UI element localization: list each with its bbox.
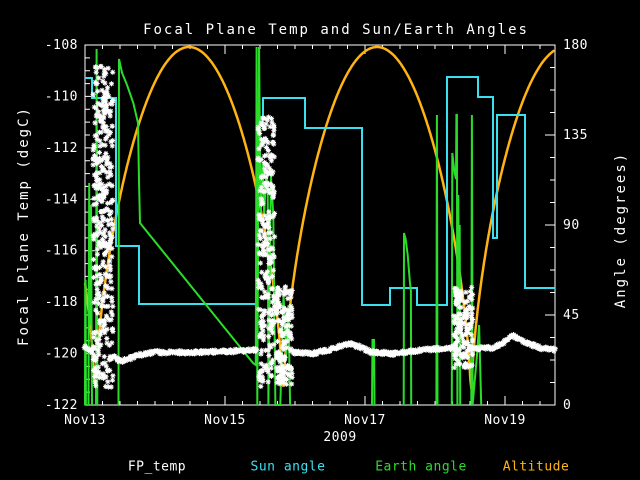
svg-text:-120: -120: [45, 347, 78, 362]
y-left-axis-title: Focal Plane Temp (degC): [16, 106, 32, 346]
y-right-axis-title: Angle (degrees): [613, 151, 629, 309]
svg-text:-110: -110: [45, 89, 78, 104]
svg-text:90: 90: [563, 218, 580, 233]
svg-text:-116: -116: [45, 244, 78, 259]
fp-temp-series: [81, 63, 558, 390]
altitude-series: [83, 45, 556, 390]
svg-text:45: 45: [563, 308, 580, 323]
sun-angle-series: [85, 76, 555, 306]
svg-text:180: 180: [563, 38, 588, 53]
x-tick-label-nov17: Nov17: [344, 413, 386, 428]
svg-text:-112: -112: [45, 141, 78, 156]
svg-text:-118: -118: [45, 295, 78, 310]
x-tick-label-nov13: Nov13: [64, 413, 106, 428]
legend-item-fp-temp: FP_temp: [127, 459, 187, 475]
x-tick-label-nov19: Nov19: [484, 413, 526, 428]
legend-item-altitude: Altitude: [502, 459, 570, 475]
svg-text:135: 135: [563, 128, 588, 143]
legend-item-sun-angle: Sun angle: [250, 459, 326, 475]
x-axis-year-label: 2009: [323, 430, 357, 445]
x-tick-label-nov15: Nov15: [204, 413, 246, 428]
svg-text:0: 0: [563, 398, 571, 413]
svg-text:-114: -114: [45, 192, 78, 207]
y-tick-labels: -108 -110 -112 -114 -116 -118 -120 -122 180 135 90…: [45, 38, 588, 413]
svg-text:-122: -122: [45, 398, 78, 413]
legend-item-earth-angle: Earth angle: [375, 459, 467, 475]
chart-title: Focal Plane Temp and Sun/Earth Angles: [143, 22, 529, 38]
svg-text:-108: -108: [45, 38, 78, 53]
